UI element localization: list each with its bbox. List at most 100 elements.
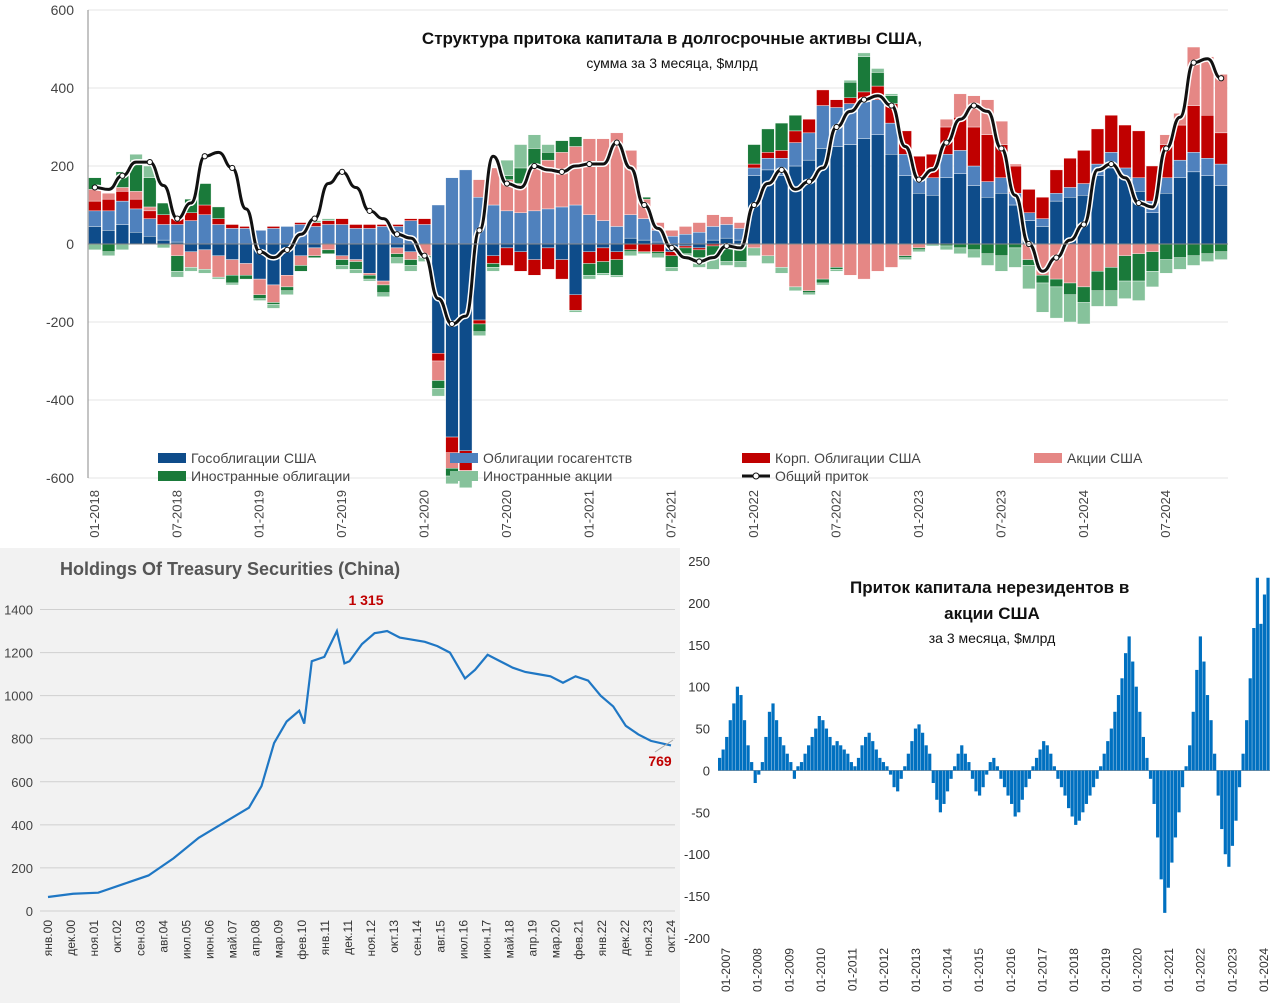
chart1-bar-segment: [802, 290, 816, 293]
chart1-bar-segment: [1008, 243, 1022, 249]
chart2-xtick-label: ноя.01: [87, 920, 101, 957]
chart3-bar: [782, 745, 786, 771]
chart1-bar-segment: [1214, 185, 1228, 245]
chart1-total-point: [119, 172, 126, 179]
chart1-bar-segment: [555, 152, 569, 208]
chart1-bar-segment: [541, 243, 555, 249]
chart3-ytick-label: -150: [684, 889, 710, 904]
chart3-bar: [1020, 770, 1024, 800]
chart1-bar-segment: [102, 210, 116, 231]
chart1-bar-segment: [967, 185, 981, 245]
chart1-bar-segment: [1090, 290, 1105, 307]
chart1-bar-segment: [720, 224, 734, 239]
chart3-bar: [1191, 711, 1195, 771]
chart1-bar-segment: [761, 243, 775, 256]
chart1-bar-segment: [184, 251, 198, 268]
chart1-bar-segment: [1049, 169, 1063, 194]
chart1-bar-segment: [1063, 294, 1077, 323]
chart1-bar-segment: [308, 255, 322, 258]
chart2-xtick-label: окт.24: [664, 920, 678, 953]
chart1-bar-segment: [1118, 243, 1132, 256]
chart1-bar-segment: [706, 239, 720, 245]
chart1-total-point: [833, 123, 840, 131]
chart3-bar: [949, 770, 953, 779]
chart3-bar: [881, 762, 886, 771]
chart3-bar: [935, 770, 939, 800]
chart2-xtick-label: сен.14: [410, 920, 424, 956]
chart1-bar-segment: [651, 251, 665, 254]
chart3-bar: [1010, 770, 1014, 804]
chart3-bar: [1141, 736, 1145, 771]
chart1-bar-segment: [692, 243, 706, 249]
chart1-bar-segment: [198, 243, 212, 251]
chart1-bar-segment: [582, 214, 596, 245]
chart1-xtick-label: 01-2023: [911, 490, 926, 538]
chart1-bar-segment: [527, 134, 541, 149]
chart1-bar-segment: [486, 204, 500, 245]
chart1-bar-segment: [129, 191, 143, 200]
chart3-bar: [985, 770, 989, 775]
chart3-bar: [1088, 770, 1092, 796]
chart1-bar-segment: [788, 286, 802, 291]
chart3-bar: [1059, 770, 1064, 788]
chart3-bar: [1195, 669, 1199, 771]
chart1-bar-segment: [692, 247, 706, 251]
chart1-bar-segment: [88, 189, 102, 202]
chart1-total-point: [998, 145, 1005, 152]
chart1-bar-segment: [1132, 243, 1146, 254]
chart2-ytick-label: 1400: [4, 603, 33, 618]
chart3-bar: [1095, 770, 1099, 779]
chart3-bar: [867, 732, 871, 771]
chart1-ytick-label: 600: [51, 2, 75, 18]
chart3-bar: [896, 770, 900, 792]
chart3-bar: [871, 741, 875, 771]
chart1-bar-segment: [143, 177, 157, 208]
chart1-total-point: [641, 201, 648, 209]
chart1-bar-segment: [115, 243, 129, 251]
chart1-bar-segment: [596, 138, 610, 221]
chart1-total-point: [1163, 145, 1170, 152]
chart1-bar-segment: [514, 144, 528, 169]
chart2-xtick-label: фев.10: [295, 920, 309, 960]
chart3-bar: [1259, 623, 1263, 771]
chart1-bar-segment: [582, 275, 596, 280]
chart1-bar-segment: [678, 245, 692, 249]
chart1-bar-segment: [582, 251, 596, 264]
chart1-bar-segment: [1118, 255, 1132, 282]
chart1-bar-segment: [486, 243, 500, 256]
chart1-bar-segment: [1036, 218, 1050, 227]
chart1-xtick-label: 01-2022: [746, 490, 761, 538]
chart1-bar-segment: [157, 214, 171, 225]
chart3-bar: [1227, 770, 1231, 867]
chart1-bar-segment: [802, 118, 816, 134]
chart3-bar: [874, 749, 878, 771]
chart3-bar: [1156, 770, 1160, 838]
chart1-bar-segment: [500, 210, 514, 245]
chart1-bar-segment: [884, 154, 899, 245]
chart1-bar-segment: [871, 99, 885, 135]
chart3-bar: [1049, 753, 1053, 771]
chart1-bar-segment: [102, 230, 116, 245]
chart1-ytick-label: 200: [51, 158, 75, 174]
chart3-xtick-label: 01-2007: [719, 948, 733, 992]
chart1-bar-segment: [761, 157, 775, 171]
chart1-bar-segment: [431, 353, 445, 362]
chart3-bar: [1067, 770, 1071, 809]
chart3-bar: [757, 770, 761, 775]
chart1-bar-segment: [363, 273, 377, 276]
chart1-total-point: [1108, 160, 1115, 168]
chart1-bar-segment: [857, 52, 871, 58]
chart1-bar-segment: [1214, 243, 1228, 253]
chart3-bar: [988, 762, 992, 771]
chart1-xtick-label: 01-2020: [417, 490, 432, 538]
chart3-bar: [1084, 770, 1089, 804]
chart1-bar-segment: [747, 247, 761, 256]
chart1-bar-segment: [308, 247, 322, 256]
chart2-ytick-label: 1000: [4, 689, 33, 704]
chart2-xtick-label: дек.00: [64, 920, 78, 956]
chart3-bar: [999, 770, 1003, 779]
chart1-bar-segment: [720, 261, 734, 266]
chart1-bar-segment: [211, 276, 225, 280]
chart3-xtick-label: 01-2015: [972, 948, 986, 992]
chart1-bar-segment: [349, 243, 363, 260]
